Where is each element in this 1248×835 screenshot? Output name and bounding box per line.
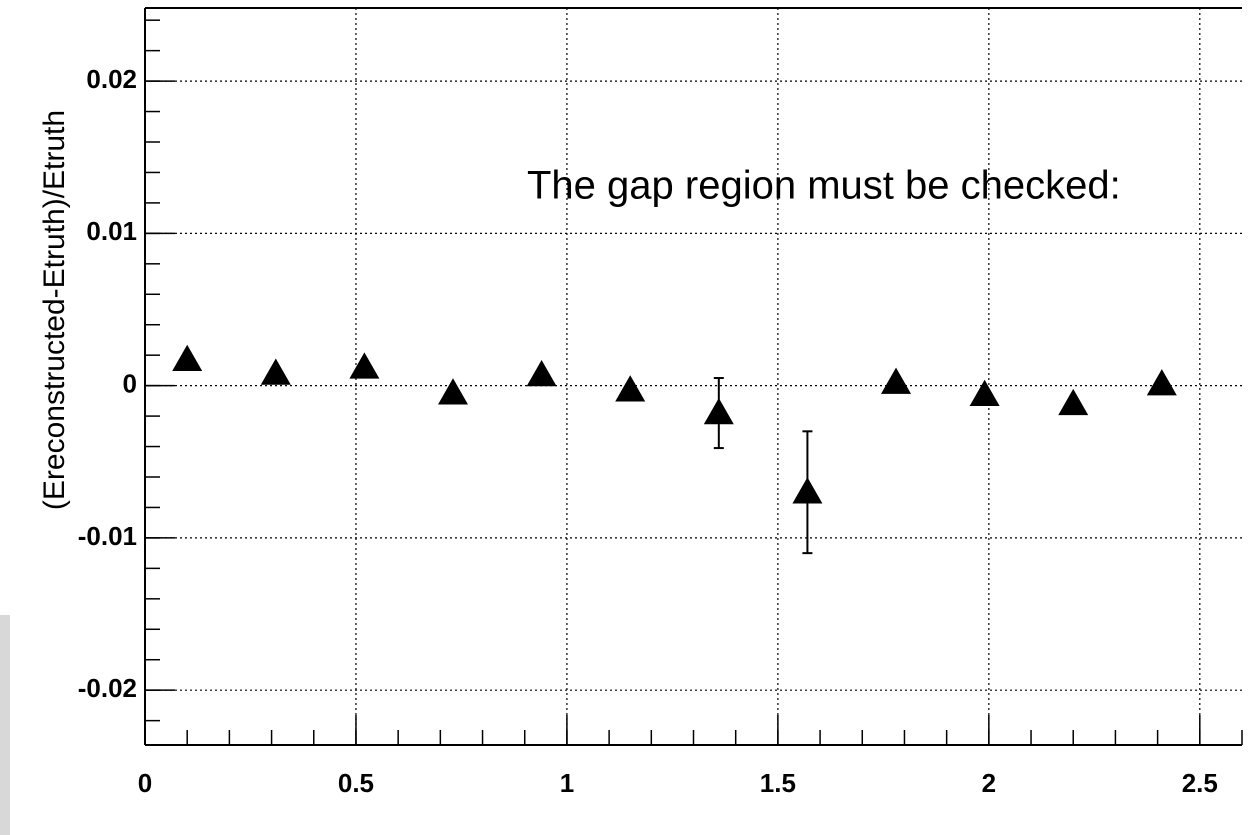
marker — [703, 398, 734, 425]
marker — [969, 379, 1000, 407]
x-tick-label: 0 — [138, 768, 152, 798]
marker — [526, 359, 557, 387]
marker — [881, 367, 912, 394]
y-axis-label: (Ereconstructed-Etruth)/Etruth — [38, 110, 71, 510]
x-tick-label: 2 — [982, 768, 996, 798]
marker — [172, 344, 203, 371]
marker — [615, 375, 646, 402]
y-tick-label: 0.02 — [86, 64, 137, 94]
x-tick-label: 1.5 — [760, 768, 796, 798]
marker — [349, 352, 380, 379]
window-edge — [0, 615, 10, 835]
marker — [1058, 388, 1089, 416]
marker — [260, 358, 291, 385]
x-tick-label: 2.5 — [1182, 768, 1218, 798]
x-tick-label: 1 — [560, 768, 574, 798]
annotation: The gap region must be checked: — [527, 164, 1121, 208]
y-tick-label: -0.02 — [78, 673, 137, 703]
marker — [1146, 369, 1177, 396]
y-tick-label: 0.01 — [86, 216, 137, 246]
y-tick-label: 0 — [123, 369, 137, 399]
x-tick-label: 0.5 — [338, 768, 374, 798]
marker — [438, 378, 469, 405]
y-tick-label: -0.01 — [78, 521, 137, 551]
marker — [792, 477, 823, 504]
